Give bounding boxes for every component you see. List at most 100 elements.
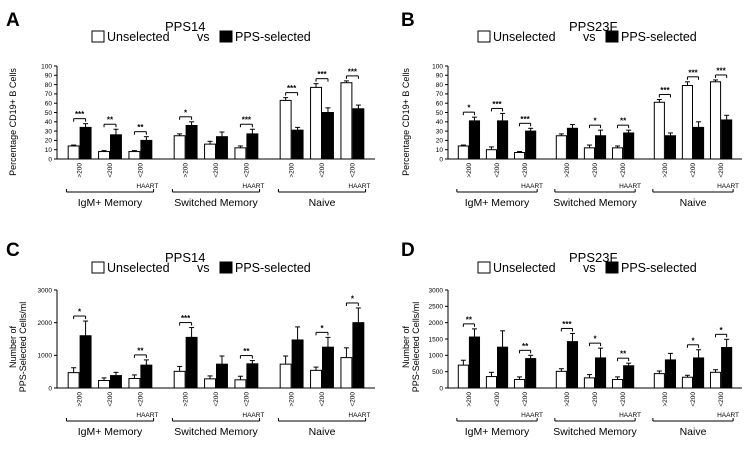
y-tick-label: 50 [436, 110, 444, 117]
bar-selected [525, 130, 537, 160]
y-tick-label: 0 [439, 156, 443, 163]
bar-unselected [709, 81, 722, 160]
bar-unselected [279, 99, 292, 160]
x-tick-sublabel: HAART [717, 412, 739, 419]
group-label: IgM+ Memory [78, 426, 143, 438]
bar-selected [664, 135, 677, 160]
bar-selected [595, 357, 607, 389]
x-tick-sublabel: HAART [136, 183, 158, 190]
x-tick-label: >200 [662, 392, 669, 407]
y-tick-label: 80 [45, 82, 53, 89]
bar-selected [525, 358, 537, 389]
bar-unselected [173, 370, 186, 389]
bar-selected [468, 336, 481, 389]
bar-selected [110, 375, 122, 389]
x-tick-label: >200 [289, 392, 296, 407]
y-tick-label: 30 [45, 128, 53, 135]
y-tick-label: 60 [436, 101, 444, 108]
panel-title: PPS14 [165, 250, 205, 265]
bar-selected [79, 335, 92, 389]
bar-unselected [611, 147, 624, 160]
x-tick-label: <200 [349, 163, 356, 178]
x-tick-sublabel: HAART [619, 412, 641, 419]
panel-letter: C [6, 240, 20, 261]
bar-unselected [583, 147, 596, 160]
bar-selected [693, 357, 705, 389]
bar-unselected [681, 85, 694, 160]
group-label: Switched Memory [174, 426, 258, 438]
bar-unselected [204, 143, 217, 160]
bar-selected [721, 346, 733, 389]
bar-selected [322, 346, 334, 389]
y-axis-label: Percentage CD19+ B Cells [8, 68, 18, 176]
x-tick-label: <200 [522, 392, 529, 407]
significance-label: ** [137, 123, 144, 132]
legend-vs: vs [583, 30, 596, 44]
x-tick-label: >200 [77, 163, 84, 178]
legend-swatch-selected [605, 261, 619, 274]
bar-unselected [653, 373, 665, 389]
y-tick-label: 1000 [38, 353, 53, 360]
bar-selected [291, 339, 304, 389]
legend-swatch-unselected [91, 261, 105, 274]
x-tick-label: <200 [494, 163, 501, 178]
bar-selected [721, 119, 733, 160]
x-tick-label: <200 [592, 163, 599, 178]
legend-swatch-unselected [91, 30, 105, 43]
y-axis-label: Number ofPPS-Selected Cells/ml [401, 302, 421, 393]
bar-unselected [555, 370, 567, 389]
y-tick-label: 20 [436, 138, 444, 145]
y-axis-label-line2: PPS-Selected Cells/ml [411, 302, 421, 393]
y-tick-label: 50 [45, 110, 53, 117]
panel-title: PPS23F [569, 250, 617, 265]
bar-unselected [709, 371, 722, 389]
x-tick-label: >200 [183, 163, 190, 178]
group-label: Naive [680, 197, 707, 209]
bar-unselected [485, 376, 498, 389]
bar-unselected [310, 86, 322, 160]
bar-selected [216, 136, 228, 160]
bar-unselected [98, 151, 110, 160]
bar-unselected [234, 147, 247, 160]
group-label: Switched Memory [553, 426, 637, 438]
x-tick-label: >200 [466, 163, 473, 178]
group-label: IgM+ Memory [78, 197, 143, 209]
y-tick-label: 3000 [429, 287, 444, 294]
x-tick-sublabel: HAART [242, 183, 264, 190]
x-tick-label: <200 [243, 392, 250, 407]
x-tick-label: <200 [620, 392, 627, 407]
bar-unselected [310, 369, 322, 389]
bar-selected [110, 134, 122, 160]
y-tick-label: 60 [45, 101, 53, 108]
bar-unselected [485, 149, 498, 160]
significance-label: * [593, 117, 597, 126]
bar-selected [185, 125, 198, 160]
bar-selected [497, 120, 509, 160]
x-tick-label: >200 [289, 163, 296, 178]
y-tick-label: 1500 [429, 336, 444, 343]
x-tick-label: <200 [243, 163, 250, 178]
y-tick-label: 500 [432, 369, 443, 376]
significance-label: * [593, 335, 597, 344]
legend-vs: vs [197, 261, 210, 275]
bar-selected [497, 346, 509, 389]
bar-unselected [204, 378, 217, 389]
x-tick-label: <200 [107, 392, 114, 407]
group-label: IgM+ Memory [465, 197, 530, 209]
bar-unselected [98, 379, 110, 389]
x-tick-label: <200 [690, 392, 697, 407]
significance-label: ** [137, 346, 144, 355]
y-tick-label: 2000 [38, 320, 53, 327]
legend-swatch-unselected [477, 30, 491, 43]
x-tick-label: <200 [213, 163, 220, 178]
x-tick-label: <200 [620, 163, 627, 178]
bar-selected [291, 129, 304, 160]
significance-label: * [78, 308, 82, 317]
bar-selected [595, 135, 607, 160]
group-label: Switched Memory [553, 197, 637, 209]
significance-label: * [467, 104, 471, 113]
significance-label: ** [243, 347, 250, 356]
significance-label: * [351, 294, 355, 303]
